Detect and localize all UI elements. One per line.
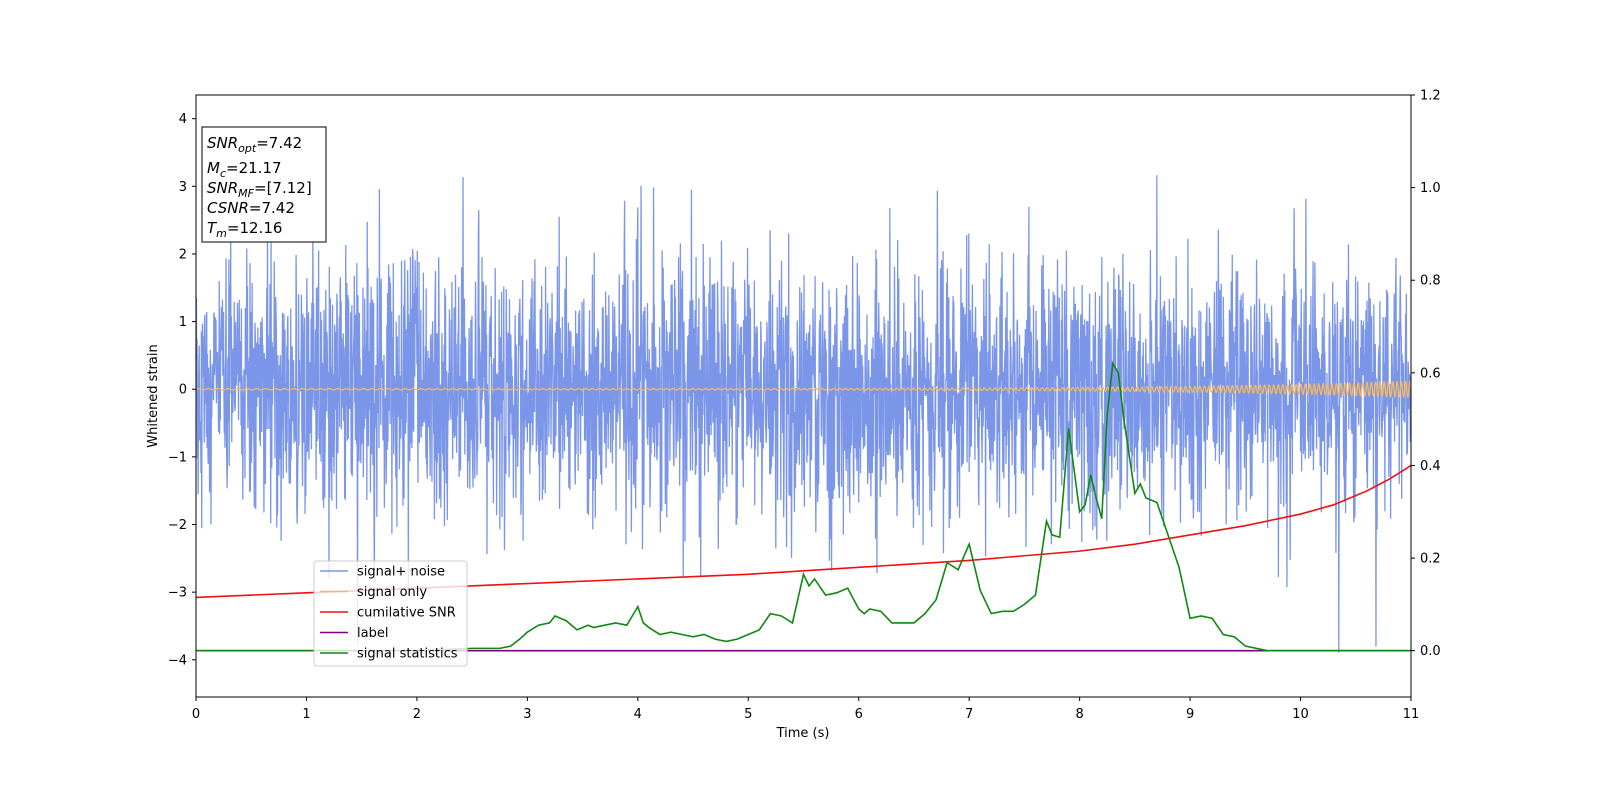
right-y-tick-label: 1.2 bbox=[1420, 89, 1441, 104]
y-tick-label: −4 bbox=[168, 653, 187, 668]
y-tick-label: −2 bbox=[168, 518, 187, 533]
annotation-line: SNRMF=[7.12] bbox=[207, 179, 312, 200]
series-cumilative-snr bbox=[195, 464, 1412, 599]
legend-label-signal-statistics: signal statistics bbox=[357, 647, 458, 662]
x-tick-label: 10 bbox=[1292, 707, 1309, 722]
right-y-tick-label: 0.6 bbox=[1420, 366, 1441, 381]
x-tick-label: 5 bbox=[744, 707, 752, 722]
x-tick-label: 11 bbox=[1403, 707, 1420, 722]
annotation-line: CSNR=7.42 bbox=[207, 199, 295, 217]
y-tick-label: 2 bbox=[179, 247, 187, 262]
y-tick-label: 3 bbox=[179, 180, 187, 195]
x-tick-label: 6 bbox=[855, 707, 863, 722]
right-y-tick-label: 1.0 bbox=[1420, 181, 1441, 196]
annotation-box: SNRopt=7.42 Mc=21.17SNRMF=[7.12]CSNR=7.42… bbox=[201, 126, 327, 243]
x-tick-label: 2 bbox=[413, 707, 421, 722]
annotation-line: Mc=21.17 bbox=[207, 159, 282, 180]
right-y-axis-ticks: 1.2 1.0 0.8 0.6 0.4 0.2 0.0 bbox=[1411, 89, 1441, 659]
annotation-line: SNRopt=7.42 bbox=[207, 134, 302, 155]
right-y-tick-label: 0.8 bbox=[1420, 274, 1441, 289]
y-tick-label: 4 bbox=[179, 112, 187, 127]
x-tick-label: 9 bbox=[1186, 707, 1194, 722]
y-axis-ticks: 4 3 2 1 0 −1 −2 −3 −4 bbox=[168, 112, 196, 668]
x-axis-ticks: 0 1 2 3 4 5 6 7 8 9 10 11 bbox=[192, 697, 1419, 722]
left-axis-layer bbox=[195, 175, 1412, 653]
legend-label-cumilative-snr: cumilative SNR bbox=[357, 606, 456, 621]
y-tick-label: −1 bbox=[168, 450, 187, 465]
x-tick-label: 4 bbox=[634, 707, 642, 722]
series-signal-only bbox=[195, 380, 1412, 399]
y-tick-label: −3 bbox=[168, 586, 187, 601]
x-tick-label: 3 bbox=[523, 707, 531, 722]
x-tick-label: 0 bbox=[192, 707, 200, 722]
x-tick-label: 1 bbox=[302, 707, 310, 722]
legend-label-signal-only: signal only bbox=[357, 585, 427, 600]
x-tick-label: 8 bbox=[1075, 707, 1083, 722]
right-y-tick-label: 0.2 bbox=[1420, 552, 1441, 567]
legend-label-label: label bbox=[357, 626, 388, 641]
series-signal-statistics bbox=[196, 361, 1411, 652]
x-axis-label: Time (s) bbox=[776, 726, 830, 741]
plot-area-frame bbox=[195, 94, 1412, 698]
y-tick-label: 1 bbox=[179, 315, 187, 330]
right-y-tick-label: 0.4 bbox=[1420, 459, 1441, 474]
y-axis-label: Whitened strain bbox=[146, 344, 161, 447]
x-tick-label: 7 bbox=[965, 707, 973, 722]
right-y-tick-label: 0.0 bbox=[1420, 644, 1441, 659]
legend-label-signal-noise: signal+ noise bbox=[357, 565, 445, 580]
series-signal-noise bbox=[195, 175, 1412, 653]
annotation-line: Tm=12.16 bbox=[207, 219, 282, 240]
y-tick-label: 0 bbox=[179, 383, 187, 398]
legend: signal+ noise signal only cumilative SNR la… bbox=[313, 560, 468, 667]
